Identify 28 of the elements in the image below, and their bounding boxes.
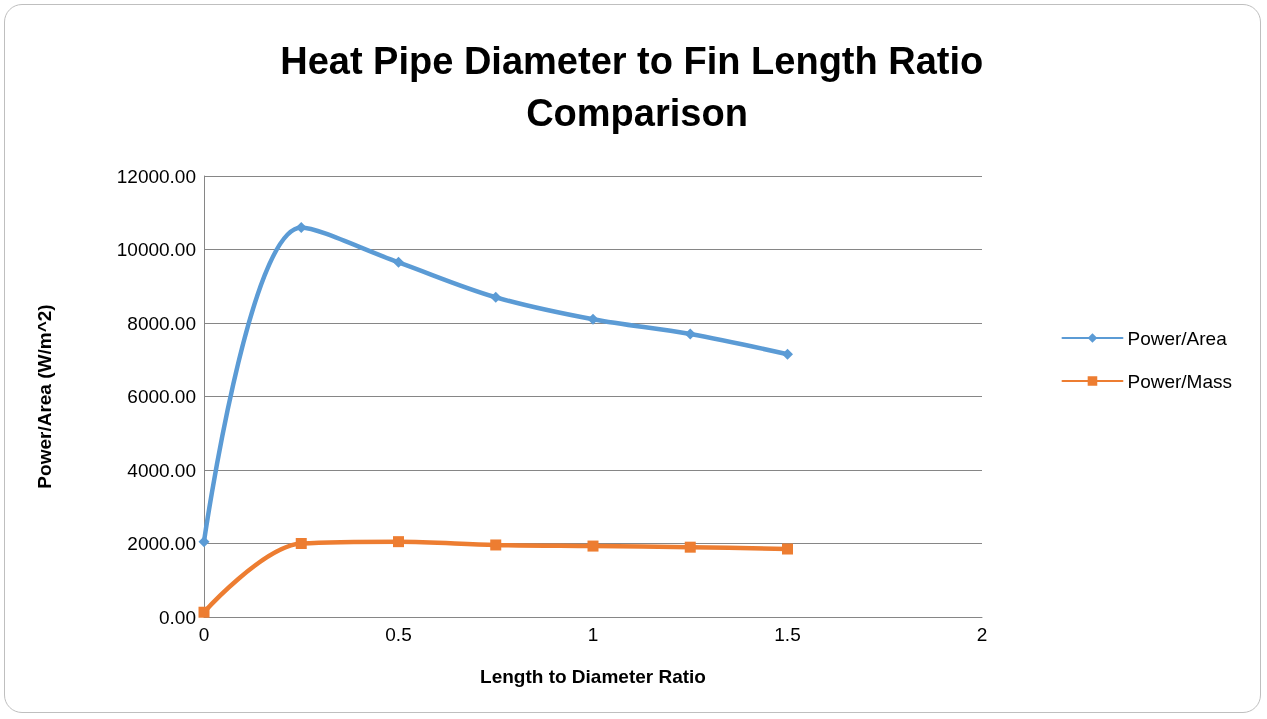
legend-label: Power/Area xyxy=(1127,327,1228,349)
point xyxy=(490,291,502,303)
point xyxy=(198,606,210,618)
x-tick-label: 2 xyxy=(976,624,988,645)
y-axis-title: Power/Area (W/m^2) xyxy=(34,304,55,489)
y-tick-label: 2000.00 xyxy=(127,533,196,554)
x-tick-label: 1.5 xyxy=(774,624,801,645)
point xyxy=(782,348,793,360)
y-tick-label: 10000.00 xyxy=(116,239,196,260)
y-tick-label: 4000.00 xyxy=(127,459,196,481)
point xyxy=(490,539,502,551)
y-tick-label: 12000.00 xyxy=(116,165,196,187)
point xyxy=(198,536,210,548)
x-tick-label: 0 xyxy=(198,624,210,645)
legend-label: Power/Mass xyxy=(1127,370,1232,392)
chart-title: Heat Pipe Diameter to Fin Length Ratio Comparison xyxy=(280,40,994,134)
point xyxy=(782,543,793,555)
y-tick-label: 0.00 xyxy=(159,606,196,628)
y-tick-label: 8000.00 xyxy=(127,312,196,334)
x-tick-label: 0.5 xyxy=(385,624,412,645)
x-tick-label: 1 xyxy=(587,624,599,645)
point xyxy=(393,536,404,548)
x-axis-title: Length to Diameter Ratio xyxy=(480,666,706,687)
point xyxy=(684,541,696,553)
point xyxy=(587,540,599,552)
y-tick-label: 6000.00 xyxy=(127,386,196,407)
point xyxy=(295,538,307,549)
point xyxy=(393,256,404,268)
